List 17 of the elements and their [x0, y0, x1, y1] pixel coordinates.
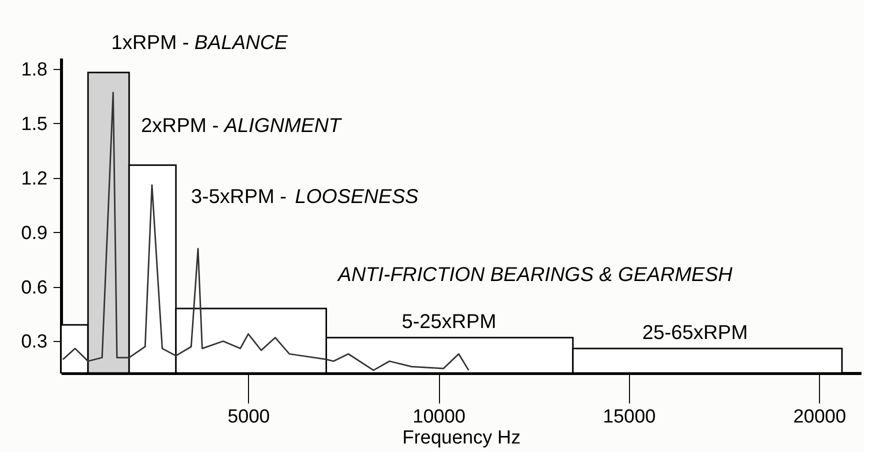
y-tick-label: 0.9: [21, 222, 48, 244]
annotation: ANTI-FRICTION BEARINGS & GEARMESH: [337, 264, 734, 286]
annotation: 2xRPM - ALIGNMENT: [141, 115, 343, 137]
annotation: 5-25xRPM: [402, 311, 496, 333]
y-tick-label: 1.5: [21, 114, 48, 135]
text: 1xRPM - BALANCE: [111, 32, 288, 54]
x-tick-label: 10000: [412, 406, 466, 428]
x-tick-label: 20000: [793, 406, 846, 428]
y-tick-label: 1.8: [21, 59, 48, 80]
y-tick-label: 0.6: [21, 277, 48, 298]
x-axis-title: Frequency Hz: [402, 428, 521, 448]
x-tick-label: 15000: [602, 406, 656, 428]
annotation: 25-65xRPM: [642, 322, 748, 344]
y-tick-label: 1.2: [21, 168, 48, 190]
annotation: 3-5xRPM - LOOSENESS: [191, 186, 420, 208]
x-tick-label: 5000: [228, 406, 270, 428]
y-tick-label: 0.3: [21, 332, 48, 353]
